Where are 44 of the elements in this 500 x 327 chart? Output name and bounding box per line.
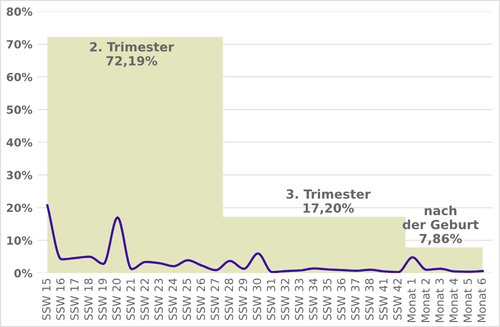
x-tick-label: Monat 1 [407, 278, 416, 322]
x-tick-label: SSW 27 [210, 278, 220, 320]
y-tick-label: 40% [6, 138, 32, 147]
x-tick-label: SSW 36 [337, 278, 346, 320]
x-tick-label: SSW 30 [252, 278, 262, 320]
x-tick-label: SSW 17 [70, 278, 79, 320]
x-tick-label: SSW 16 [56, 278, 65, 320]
x-tick-label: Monat 3 [435, 278, 444, 322]
x-tick-label: SSW 26 [196, 278, 206, 320]
y-tick-label: 10% [7, 236, 32, 245]
x-tick-label: SSW 31 [266, 278, 276, 320]
x-tick-label: SSW 42 [393, 279, 402, 320]
x-tick-label: SSW 19 [98, 278, 107, 320]
x-tick-label: SSW 38 [365, 278, 374, 320]
x-tick-label: SSW 22 [140, 279, 149, 320]
annotation: nach der Geburt 7,86% [402, 206, 479, 245]
y-tick-label: 30% [6, 170, 32, 180]
x-tick-label: Monat 5 [464, 278, 472, 322]
x-tick-label: SSW 29 [238, 278, 248, 320]
y-tick-label: 80% [6, 7, 32, 16]
x-tick-label: SSW 33 [294, 278, 304, 320]
x-tick-label: SSW 25 [182, 278, 191, 320]
y-tick-label: 60% [6, 72, 32, 82]
x-tick-label: Monat 2 [421, 279, 430, 322]
y-tick-label: 50% [6, 106, 32, 114]
x-tick-label: SSW 35 [323, 278, 332, 320]
y-tick-label: 70% [6, 40, 32, 49]
annotation: 3. Trimester 17,20% [286, 189, 371, 214]
x-tick-label: SSW 20 [112, 278, 121, 320]
x-tick-label: SSW 21 [126, 278, 135, 320]
x-tick-label: SSW 28 [224, 278, 234, 320]
x-tick-label: SSW 24 [168, 278, 177, 320]
y-tick-label: 0% [14, 269, 32, 278]
y-tick-label: 20% [6, 204, 32, 212]
x-tick-label: Monat 4 [450, 278, 458, 322]
x-tick-label: SSW 18 [84, 278, 93, 320]
x-tick-label: SSW 37 [351, 278, 360, 320]
annotation: 2. Trimester 72,19% [90, 42, 174, 68]
x-tick-label: SSW 15 [42, 278, 51, 320]
x-tick-label: SSW 34 [308, 278, 318, 320]
x-tick-label: Monat 6 [477, 278, 486, 322]
x-tick-label: SSW 23 [154, 278, 163, 320]
x-tick-label: SSW 41 [379, 278, 388, 320]
x-tick-label: SSW 32 [280, 279, 290, 320]
